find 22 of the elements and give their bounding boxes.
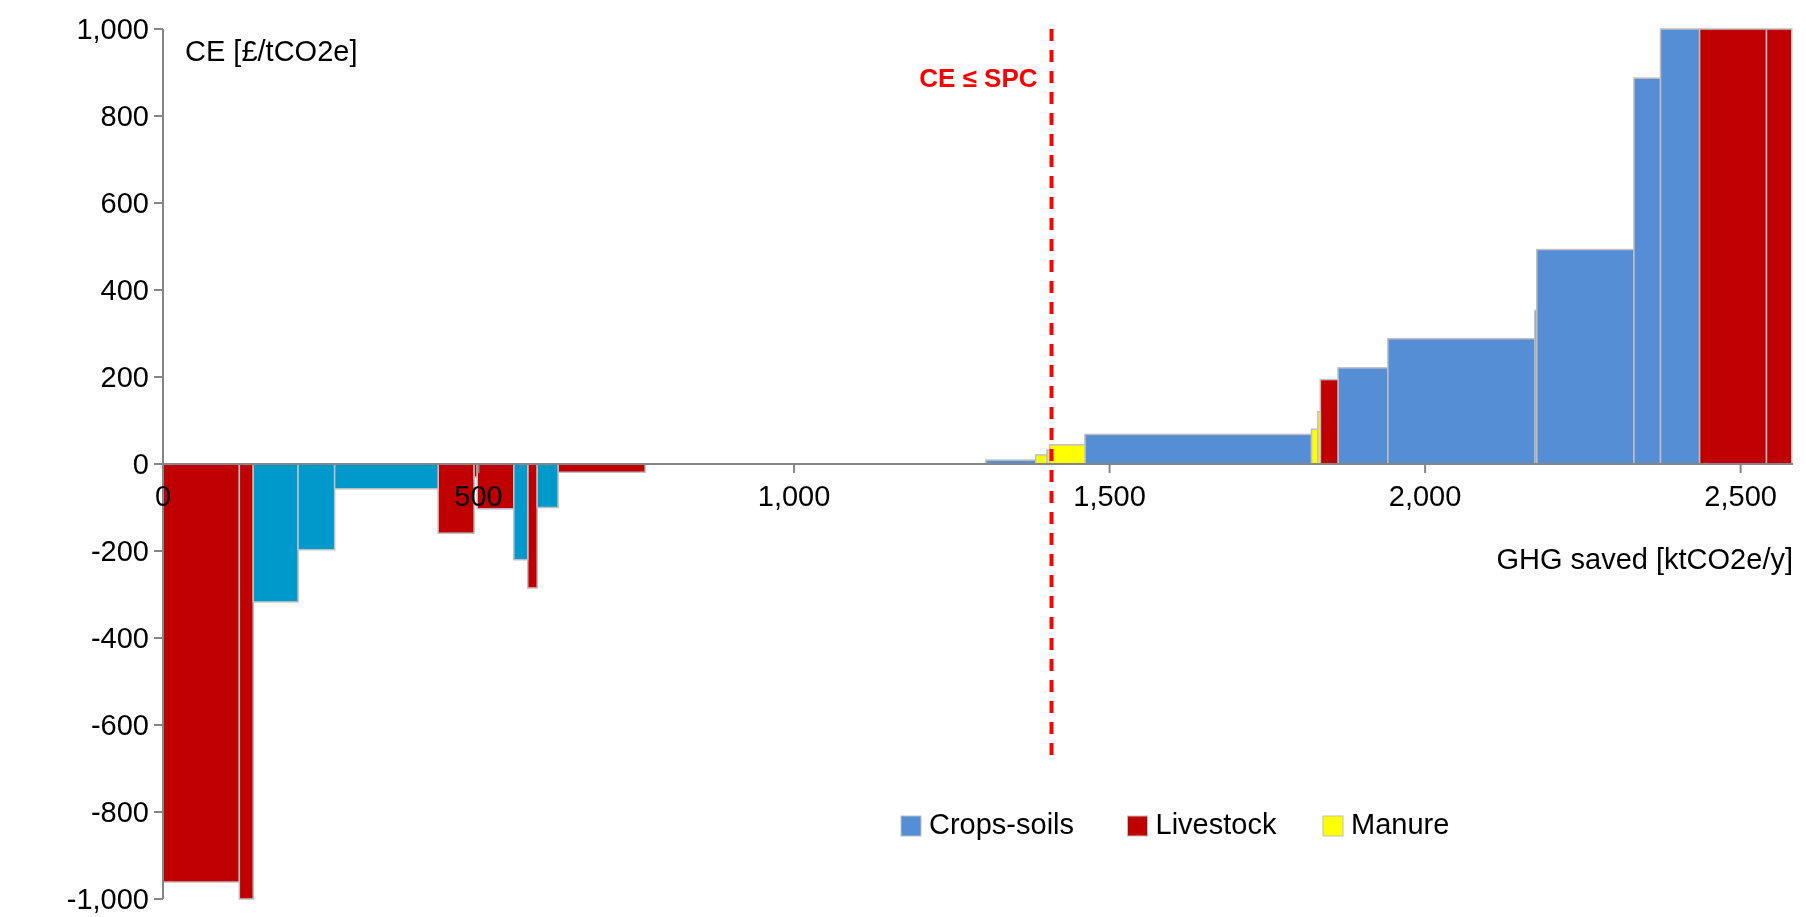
y-tick-label: -200 bbox=[90, 535, 149, 568]
y-tick-label: 800 bbox=[100, 100, 149, 133]
y-tick-label: -600 bbox=[90, 709, 149, 742]
y-tick-label: 1,000 bbox=[76, 13, 149, 46]
y-tick-label: -400 bbox=[90, 622, 149, 655]
x-tick-label: 2,000 bbox=[1388, 480, 1462, 512]
y-axis-title: CE [£/tCO2e] bbox=[185, 35, 358, 67]
y-tick-label: -800 bbox=[90, 796, 149, 829]
legend-label: Crops-soils bbox=[929, 808, 1075, 840]
legend-label: Livestock bbox=[1155, 808, 1277, 840]
x-axis-title: GHG saved [ktCO2e/y] bbox=[1496, 543, 1793, 575]
y-tick-label: 400 bbox=[100, 274, 149, 307]
y-tick-label: -1,000 bbox=[66, 883, 149, 916]
y-tick-label: 0 bbox=[132, 448, 149, 481]
ref-line-label: CE ≤ SPC bbox=[919, 63, 1038, 93]
legend-label: Manure bbox=[1351, 808, 1450, 840]
x-tick-label: 2,500 bbox=[1704, 480, 1777, 512]
y-tick-label: 200 bbox=[100, 361, 149, 394]
x-tick-label: 1,500 bbox=[1073, 480, 1146, 512]
y-tick-label: 600 bbox=[100, 187, 149, 220]
x-tick-label: 1,000 bbox=[757, 480, 831, 512]
x-tick-label: 0 bbox=[154, 480, 172, 512]
